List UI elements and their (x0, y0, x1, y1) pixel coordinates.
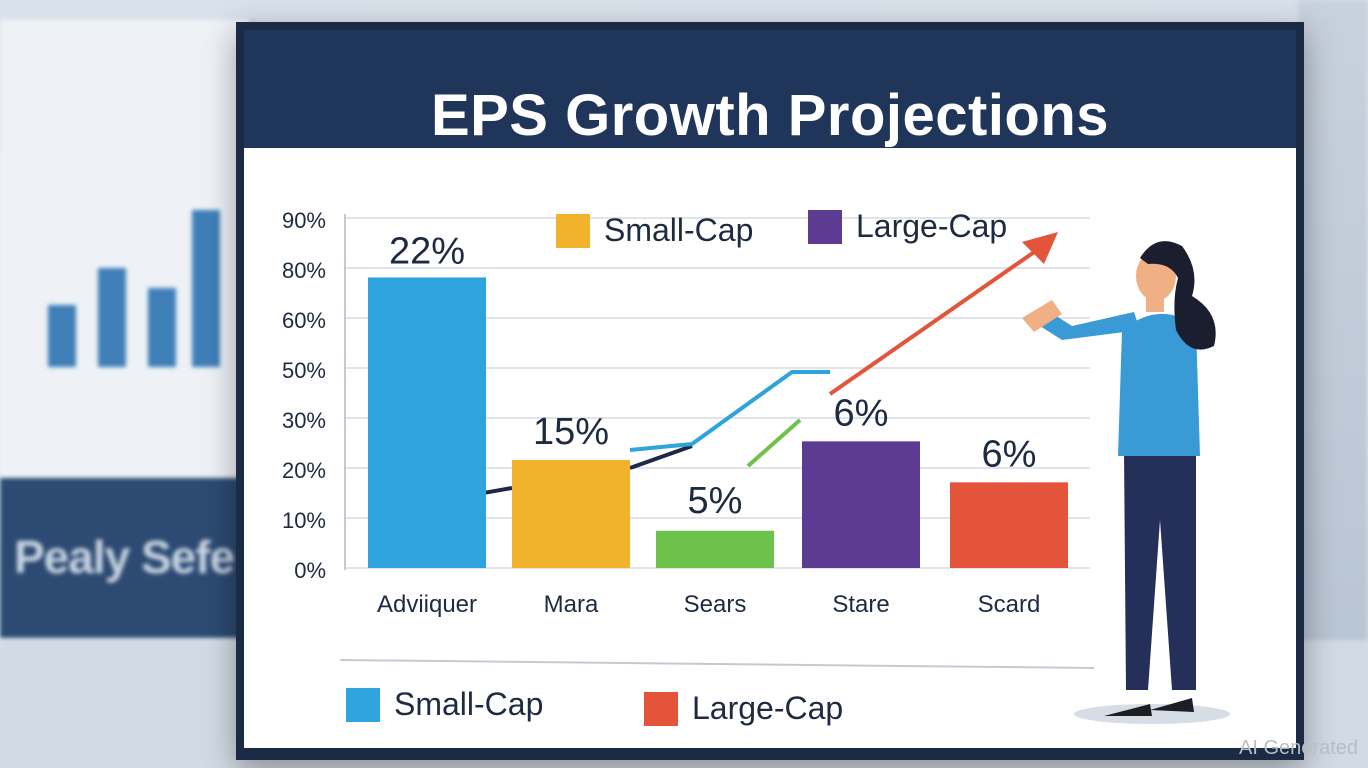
background-bar (192, 210, 220, 367)
data-label: 5% (688, 480, 743, 522)
legend-swatch (644, 691, 678, 726)
x-tick-label: Sears (684, 591, 747, 618)
legend-label: Small-Cap (604, 212, 754, 248)
data-label: 22% (389, 230, 465, 272)
y-tick-label: 0% (294, 558, 326, 583)
y-tick-label: 60% (282, 308, 326, 333)
data-label: 15% (533, 411, 609, 453)
background-banner (0, 478, 250, 638)
x-tick-label: Mara (544, 591, 599, 618)
trend-line-blue (629, 370, 830, 452)
legend-bottom-large-cap: Large-Cap (644, 690, 843, 727)
trend-line-green (746, 418, 802, 468)
background-bar (98, 268, 126, 367)
bar-stare (802, 441, 920, 568)
labels: 90% 80% 60% 50% 30% 20% 10% 0% 22% Adviiquer 15% Ma… (282, 208, 1040, 618)
y-tick-label: 30% (282, 408, 326, 433)
y-tick-label: 20% (282, 458, 326, 483)
y-tick-label: 90% (282, 208, 326, 233)
bar-adviiquer (368, 277, 486, 568)
separator-line (339, 659, 1095, 669)
background-bar (48, 305, 76, 367)
y-tick-label: 50% (282, 358, 326, 383)
legend-top-large-cap: Large-Cap (808, 208, 1007, 245)
legend-swatch (808, 209, 842, 244)
x-tick-label: Adviiquer (377, 591, 477, 618)
bar-scard (950, 482, 1068, 568)
data-label: 6% (982, 433, 1037, 475)
y-tick-label: 80% (282, 258, 326, 283)
legend-label: Large-Cap (692, 690, 844, 726)
bars (368, 277, 1068, 568)
trend-line-red (828, 246, 1042, 396)
background-banner-text: Pealy Sefe (14, 531, 235, 583)
legend-label: Small-Cap (394, 686, 544, 722)
legend-top-small-cap: Small-Cap (556, 212, 753, 249)
legend-swatch (346, 687, 380, 722)
watermark: AI Generated (1239, 737, 1358, 759)
legend-swatch (556, 213, 590, 248)
legend-label: Large-Cap (856, 208, 1008, 244)
trend-line-dark (629, 444, 693, 470)
bar-mara (512, 459, 630, 568)
data-label: 6% (834, 392, 889, 434)
up-trend-arrow-icon (1022, 232, 1058, 264)
background-bar (148, 288, 176, 367)
x-tick-label: Scard (978, 591, 1041, 618)
y-tick-label: 10% (282, 508, 326, 533)
x-tick-label: Stare (832, 591, 889, 618)
board-header: EPS Growth Projections (244, 30, 1296, 168)
bar-sears (656, 530, 774, 568)
chart-title: EPS Growth Projections (430, 83, 1110, 148)
legend-bottom-small-cap: Small-Cap (346, 686, 543, 723)
trend-lines (397, 232, 1058, 510)
person-presenting-icon (1022, 241, 1230, 724)
